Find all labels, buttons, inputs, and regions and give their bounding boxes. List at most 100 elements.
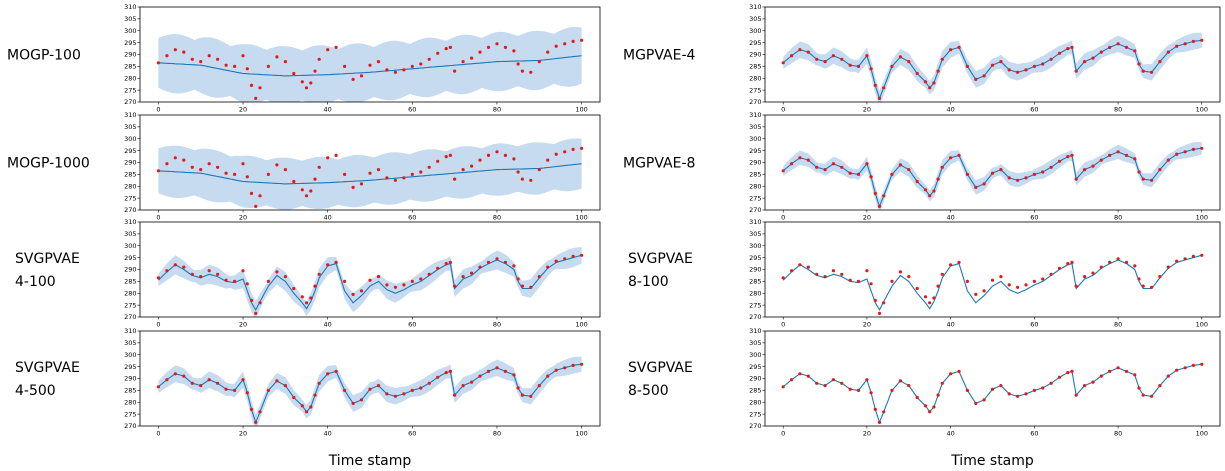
- observation-point: [529, 394, 533, 398]
- observation-point: [461, 275, 465, 279]
- observation-point: [1070, 153, 1074, 157]
- observation-point: [865, 378, 869, 382]
- observation-point: [300, 188, 304, 192]
- observation-point: [376, 275, 381, 279]
- y-tick-label: 310: [749, 111, 761, 119]
- observation-point: [907, 168, 911, 172]
- observation-point: [156, 276, 160, 280]
- y-tick-label: 270: [749, 313, 761, 321]
- plot-area: [156, 356, 584, 426]
- observation-point: [1191, 363, 1195, 367]
- observation-point: [503, 369, 507, 373]
- observation-point: [300, 80, 304, 84]
- observation-point: [402, 283, 406, 287]
- observation-point: [1066, 262, 1070, 266]
- observation-point: [554, 259, 558, 263]
- observation-point: [224, 387, 228, 391]
- panel-2: 270 275 280 285 290 295 300 305 310 0 20 40 60 80 100: [124, 111, 601, 222]
- observation-point: [317, 381, 321, 385]
- observation-point: [419, 386, 423, 390]
- observation-point: [790, 54, 794, 58]
- observation-point: [304, 194, 309, 198]
- observation-point: [882, 86, 886, 90]
- observation-point: [453, 69, 457, 73]
- observation-point: [1041, 386, 1045, 390]
- observation-point: [1141, 393, 1145, 397]
- y-tick-label: 305: [749, 15, 761, 23]
- observation-point: [309, 81, 313, 85]
- x-tick-label: 60: [408, 106, 416, 114]
- observation-point: [1116, 257, 1120, 261]
- observation-point: [1183, 42, 1187, 46]
- observation-point: [563, 257, 567, 261]
- x-tick-label: 100: [575, 430, 587, 438]
- observation-point: [351, 401, 355, 405]
- row-label: 4-100: [15, 274, 56, 290]
- plot-area: [781, 142, 1204, 210]
- observation-point: [470, 56, 474, 60]
- observation-point: [410, 172, 414, 176]
- observation-point: [1099, 265, 1103, 269]
- observation-point: [241, 54, 245, 58]
- y-tick-label: 310: [749, 218, 761, 226]
- observation-point: [1041, 277, 1045, 281]
- observation-point: [368, 171, 372, 175]
- observation-point: [461, 384, 465, 388]
- observation-point: [865, 269, 869, 273]
- observation-point: [1166, 374, 1170, 378]
- observation-point: [182, 374, 186, 378]
- x-tick-label: 20: [863, 321, 871, 329]
- observation-point: [1016, 285, 1020, 289]
- y-tick-label: 270: [124, 313, 136, 321]
- observation-point: [907, 275, 911, 279]
- x-tick-label: 0: [156, 106, 160, 114]
- x-tick-label: 80: [493, 106, 501, 114]
- observation-point: [351, 185, 355, 189]
- observation-point: [182, 265, 186, 269]
- observation-point: [266, 64, 270, 68]
- observation-point: [233, 64, 237, 68]
- observation-point: [410, 388, 414, 392]
- observation-point: [815, 165, 819, 169]
- observation-point: [957, 45, 961, 50]
- observation-point: [529, 70, 533, 74]
- observation-point: [436, 266, 440, 270]
- observation-point: [1083, 384, 1087, 388]
- x-tick-label: 100: [575, 214, 587, 222]
- observation-point: [326, 263, 330, 267]
- observation-point: [877, 96, 882, 100]
- observation-point: [999, 275, 1003, 279]
- plot-area: [781, 253, 1204, 315]
- observation-point: [448, 45, 452, 50]
- observation-point: [258, 194, 262, 198]
- y-tick-label: 285: [124, 63, 136, 71]
- observation-point: [304, 86, 309, 90]
- observation-point: [898, 270, 903, 274]
- observation-point: [1124, 260, 1129, 264]
- observation-point: [1158, 384, 1162, 388]
- observation-point: [1049, 381, 1053, 385]
- observation-point: [580, 38, 584, 42]
- observation-point: [1024, 392, 1028, 396]
- observation-point: [890, 279, 894, 283]
- x-tick-label: 60: [1030, 106, 1038, 114]
- observation-point: [877, 311, 882, 315]
- observation-point: [1024, 68, 1028, 72]
- observation-point: [898, 379, 903, 383]
- y-tick-label: 270: [124, 206, 136, 214]
- row-label: 8-500: [628, 383, 669, 399]
- y-tick-label: 280: [749, 182, 761, 190]
- y-tick-label: 280: [124, 74, 136, 82]
- observation-point: [1016, 70, 1020, 74]
- y-tick-label: 285: [749, 387, 761, 395]
- observation-point: [898, 55, 903, 59]
- x-tick-label: 0: [156, 214, 160, 222]
- observation-point: [224, 63, 228, 67]
- observation-point: [326, 48, 330, 52]
- observation-point: [156, 61, 160, 65]
- observation-point: [207, 378, 211, 382]
- observation-point: [216, 57, 220, 61]
- x-tick-label: 0: [781, 430, 785, 438]
- observation-point: [292, 71, 296, 76]
- observation-point: [873, 83, 877, 87]
